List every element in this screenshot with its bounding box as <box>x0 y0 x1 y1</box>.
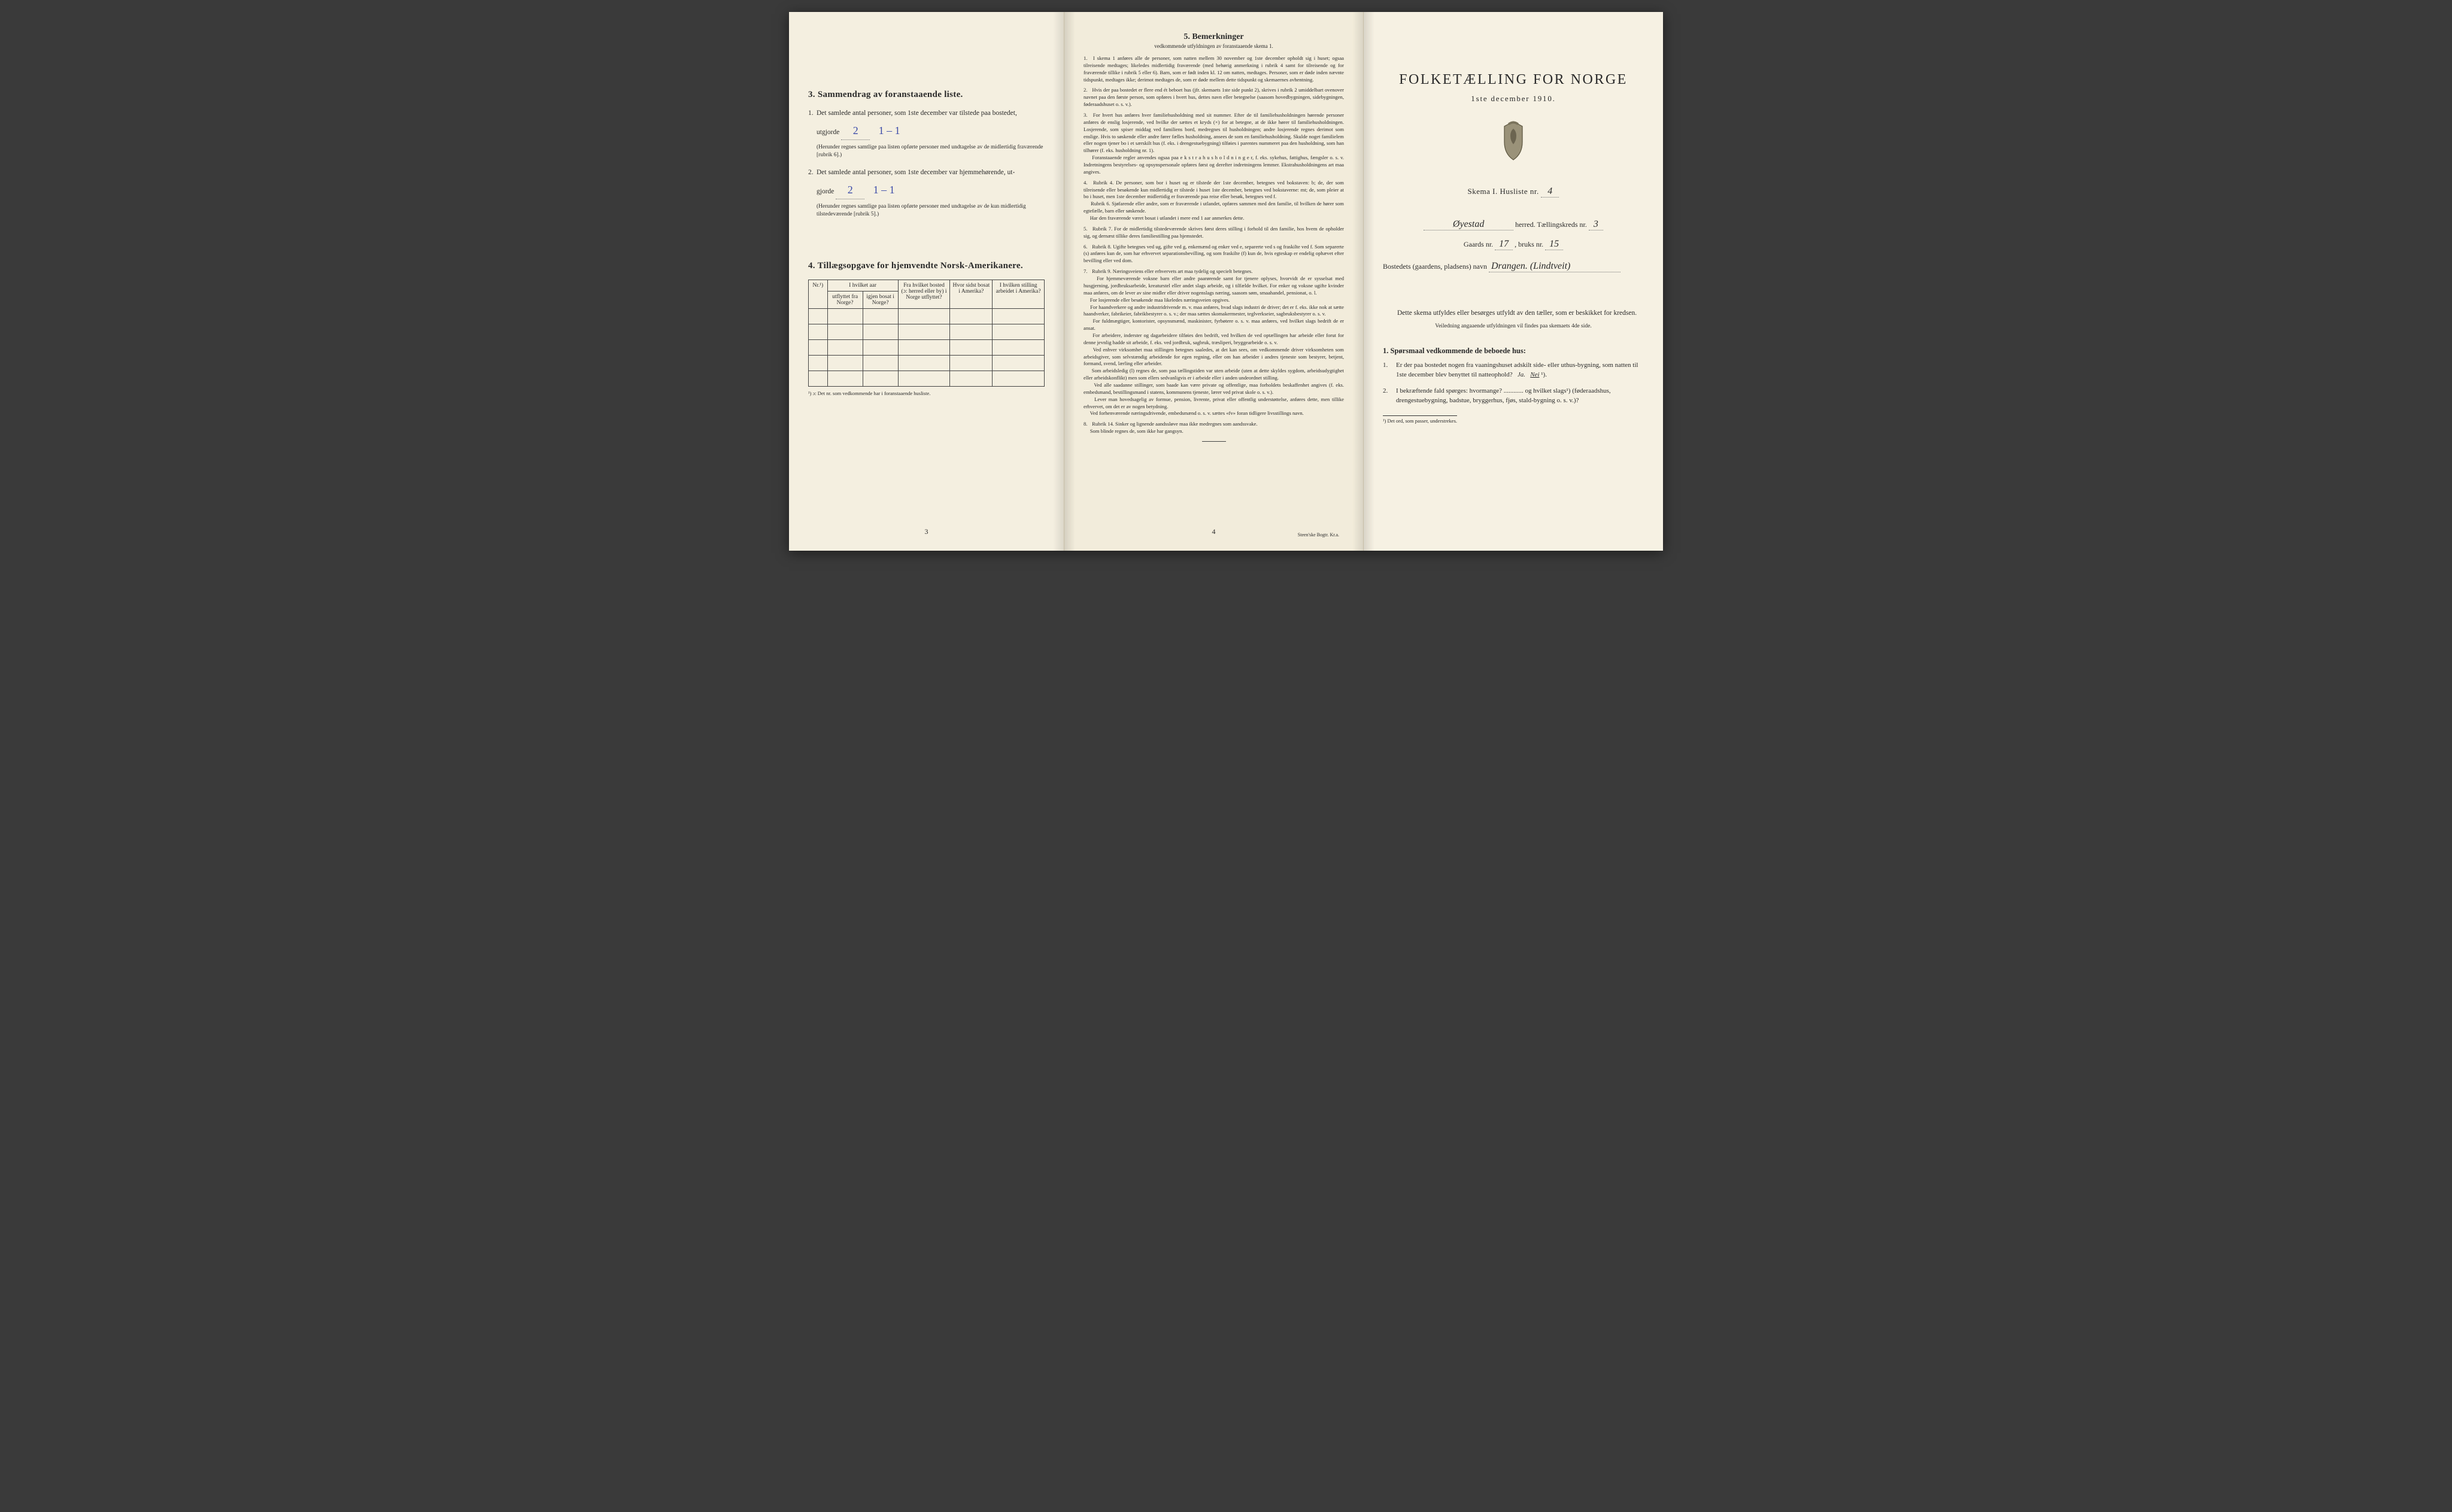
q1-text-b: utgjorde <box>817 129 839 136</box>
question-1: 1. Er der paa bostedet nogen fra vaaning… <box>1383 360 1644 380</box>
page-cover: FOLKETÆLLING FOR NORGE 1ste december 191… <box>1364 12 1663 551</box>
q2: 2.Det samlede antal personer, som 1ste d… <box>808 168 1045 178</box>
q2-value-2: 1 – 1 <box>873 184 895 196</box>
table-row <box>809 324 1045 339</box>
herred-label: herred. Tællingskreds nr. <box>1515 220 1587 229</box>
husliste-nr: 4 <box>1541 186 1559 198</box>
table-row <box>809 371 1045 386</box>
gaards-label-a: Gaards nr. <box>1464 240 1493 248</box>
section-3: 3. Sammendrag av foranstaaende liste. 1.… <box>808 90 1045 219</box>
page-4: 5. Bemerkninger vedkommende utfyldningen… <box>1064 12 1364 551</box>
q1: 1.Det samlede antal personer, som 1ste d… <box>808 108 1045 119</box>
page-3: 3. Sammendrag av foranstaaende liste. 1.… <box>789 12 1064 551</box>
q1-note: (Herunder regnes samtlige paa listen opf… <box>808 144 1045 160</box>
section-5-title: 5. Bemerkninger <box>1084 32 1344 42</box>
body-text-a: Dette skema utfyldes eller besørges utfy… <box>1383 308 1644 318</box>
col-nr: Nr.¹) <box>809 280 828 308</box>
col-job: I hvilken stilling arbeidet i Amerika? <box>993 280 1045 308</box>
divider <box>1202 441 1226 442</box>
page-number: 4 <box>1212 527 1216 536</box>
bosted-value: Drangen. (Lindtveit) <box>1491 261 1570 271</box>
q1-line2: utgjorde 2 1 – 1 <box>808 123 1045 140</box>
q1-value-2: 1 – 1 <box>879 125 900 136</box>
col-out: utflyttet fra Norge? <box>827 291 863 308</box>
herred-value: Øyestad <box>1453 219 1484 229</box>
table-row <box>809 355 1045 371</box>
q2-value: 2 <box>848 184 853 196</box>
table-row <box>809 308 1045 324</box>
note-item: 6. Rubrik 8. Ugifte betegnes ved ug, gif… <box>1084 244 1344 265</box>
q2-text-b: gjorde <box>817 188 834 195</box>
gaards-line: Gaards nr. 17 , bruks nr. 15 <box>1383 239 1644 250</box>
document-spread: 3. Sammendrag av foranstaaende liste. 1.… <box>789 12 1663 551</box>
coat-of-arms-icon <box>1496 120 1531 162</box>
section-4-table: Nr.¹) I hvilket aar Fra hvilket bosted (… <box>808 280 1045 387</box>
skema-line: Skema I. Husliste nr. 4 <box>1383 186 1644 198</box>
note-item: 7. Rubrik 9. Næringsveiens eller erhverv… <box>1084 268 1344 417</box>
census-date: 1ste december 1910. <box>1383 94 1644 104</box>
bosted-label: Bostedets (gaardens, pladsens) navn <box>1383 262 1487 271</box>
section-3-title: 3. Sammendrag av foranstaaende liste. <box>808 90 1045 100</box>
question-2-text: I bekræftende fald spørges: hvormange? .… <box>1396 387 1611 405</box>
note-item: 1. I skema 1 anføres alle de personer, s… <box>1084 55 1344 83</box>
col-back: igjen bosat i Norge? <box>863 291 898 308</box>
note-item: 8. Rubrik 14. Sinker og lignende aandssl… <box>1084 421 1344 435</box>
gaards-label-b: , bruks nr. <box>1515 240 1543 248</box>
section-4-title: 4. Tillægsopgave for hjemvendte Norsk-Am… <box>808 261 1045 271</box>
q1-value: 2 <box>853 125 858 136</box>
footnote: ¹) Det ord, som passer, understrekes. <box>1383 415 1457 424</box>
table-row <box>809 339 1045 355</box>
questions-heading: 1. Spørsmaal vedkommende de beboede hus: <box>1383 347 1644 356</box>
section-5-subtitle: vedkommende utfyldningen av foranstaaend… <box>1084 43 1344 49</box>
section-4: 4. Tillægsopgave for hjemvendte Norsk-Am… <box>808 261 1045 396</box>
body-text-b: Veiledning angaaende utfyldningen vil fi… <box>1383 322 1644 330</box>
printer-mark: Steen'ske Bogtr. Kr.a. <box>1298 532 1339 538</box>
herred-line: Øyestad herred. Tællingskreds nr. 3 <box>1383 219 1644 230</box>
note-item: 3. For hvert hus anføres hver familiehus… <box>1084 112 1344 176</box>
skema-label: Skema I. Husliste nr. <box>1468 187 1539 196</box>
notes-list: 1. I skema 1 anføres alle de personer, s… <box>1084 55 1344 435</box>
note-item: 4. Rubrik 4. De personer, som bor i huse… <box>1084 180 1344 222</box>
question-2: 2. I bekræftende fald spørges: hvormange… <box>1383 386 1644 406</box>
table-body <box>809 308 1045 386</box>
note-item: 2. Hvis der paa bostedet er flere end ét… <box>1084 87 1344 108</box>
bruks-nr: 15 <box>1545 239 1563 250</box>
q2-line2: gjorde 2 1 – 1 <box>808 182 1045 199</box>
col-year-group: I hvilket aar <box>827 280 898 291</box>
q2-note: (Herunder regnes samtlige paa listen opf… <box>808 203 1045 219</box>
bosted-line: Bostedets (gaardens, pladsens) navn Dran… <box>1383 261 1644 272</box>
instruction-body: Dette skema utfyldes eller besørges utfy… <box>1383 308 1644 331</box>
answer-nei: Nei <box>1530 371 1539 378</box>
section-4-footnote: ¹) ɔ: Det nr. som vedkommende har i fora… <box>808 390 1045 396</box>
q2-text-a: Det samlede antal personer, som 1ste dec… <box>817 169 1015 176</box>
col-from: Fra hvilket bosted (ɔ: herred eller by) … <box>898 280 950 308</box>
q1-text-a: Det samlede antal personer, som 1ste dec… <box>817 110 1017 117</box>
kreds-nr: 3 <box>1589 219 1603 230</box>
main-title: FOLKETÆLLING FOR NORGE <box>1383 72 1644 88</box>
page-number: 3 <box>925 527 928 536</box>
note-item: 5. Rubrik 7. For de midlertidig tilstede… <box>1084 226 1344 240</box>
col-where: Hvor sidst bosat i Amerika? <box>950 280 993 308</box>
gaards-nr: 17 <box>1495 239 1513 250</box>
